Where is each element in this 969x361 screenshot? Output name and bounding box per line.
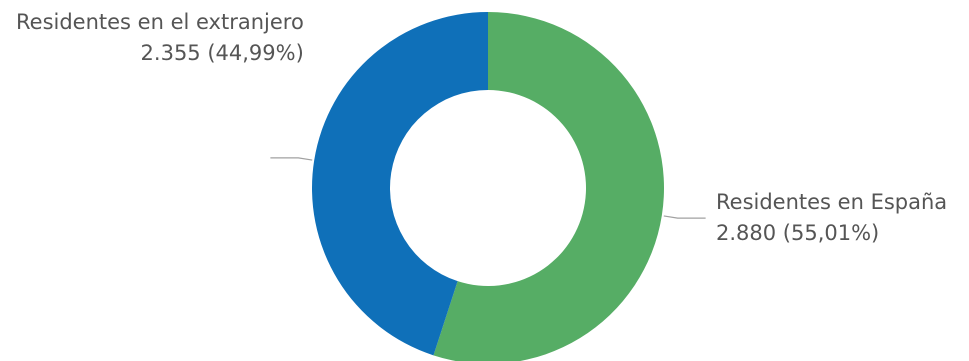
slice-label-residentes-extranjero: Residentes en el extranjero 2.355 (44,99… (16, 7, 304, 69)
slice-name-residentes-espana: Residentes en España (716, 190, 948, 214)
slice-residentes-en-el-extranjero (312, 12, 488, 356)
slice-value-residentes-extranjero: 2.355 (44,99%) (140, 41, 304, 65)
slice-label-residentes-espana: Residentes en España 2.880 (55,01%) (716, 187, 947, 249)
slice-residentes-en-espana (433, 12, 664, 361)
donut-slices (312, 12, 664, 361)
slice-value-residentes-espana: 2.880 (55,01%) (716, 221, 880, 245)
leader-line-residentes-espana (663, 215, 706, 219)
leader-line-residentes-extranjero (270, 157, 313, 161)
leader-lines (270, 157, 706, 219)
slice-name-residentes-extranjero: Residentes en el extranjero (16, 10, 304, 34)
